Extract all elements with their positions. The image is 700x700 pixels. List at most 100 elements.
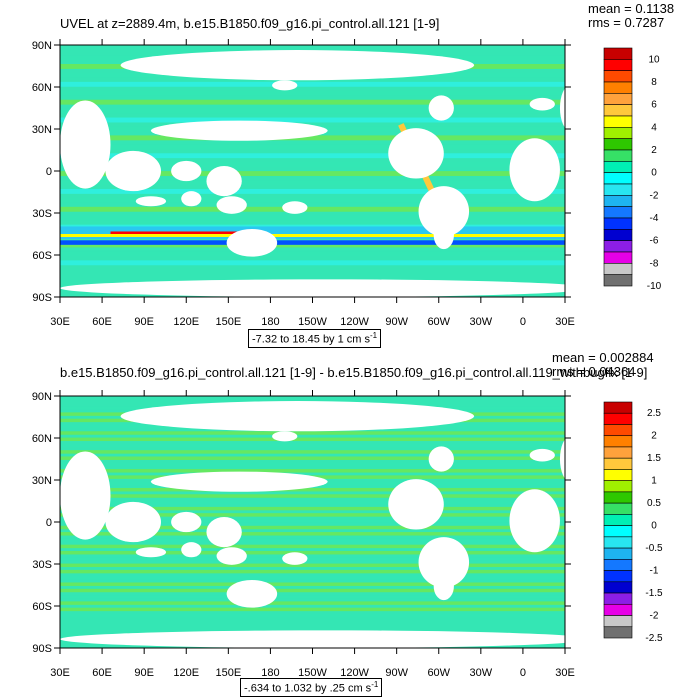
field-band xyxy=(60,215,565,221)
colorbar-label: -2 xyxy=(650,611,659,622)
colorbar-box xyxy=(603,47,633,60)
colorbar-box xyxy=(603,536,633,549)
x-tick-label: 150W xyxy=(298,667,327,679)
mean-value: mean = 0.1138 xyxy=(588,1,675,16)
range-label: -.634 to 1.032 by .25 cm s-1 xyxy=(240,678,383,697)
field-band xyxy=(60,117,565,123)
acc-band xyxy=(60,240,565,245)
x-tick-label: 60W xyxy=(427,667,450,679)
land-mass xyxy=(559,439,565,479)
land-mass xyxy=(428,95,454,121)
colorbar-label: 8 xyxy=(651,77,657,88)
colorbar-2: 2.5 2 1.5 1 0.5 0 -0.5 -1 -1.5 -2 -2.5 xyxy=(603,401,663,644)
colorbar-box xyxy=(603,195,633,207)
colorbar-box xyxy=(603,581,633,594)
colorbar-box xyxy=(603,81,633,94)
colorbar-label: 0 xyxy=(651,168,657,179)
field-band xyxy=(60,206,565,212)
chart-title: UVEL at z=2889.4m, b.e15.B1850.f09_g16.p… xyxy=(60,16,440,31)
land-mass xyxy=(559,88,565,128)
land-mass xyxy=(509,489,560,553)
field-band xyxy=(60,525,565,530)
colorbar-box xyxy=(603,559,633,571)
x-tick-label: 30E xyxy=(555,667,575,679)
land-mass xyxy=(60,100,111,189)
colorbar-box xyxy=(603,172,633,185)
y-tick-label: 30S xyxy=(32,208,52,220)
land-mass xyxy=(272,80,298,91)
land-mass xyxy=(428,446,454,472)
x-tick-label: 150E xyxy=(215,316,241,328)
field-band xyxy=(60,613,565,618)
land-mass xyxy=(171,160,202,182)
field-band xyxy=(60,544,565,549)
x-tick-label: 60E xyxy=(92,316,112,328)
field-band xyxy=(60,582,565,586)
x-tick-label: 0 xyxy=(520,316,526,328)
field-band xyxy=(60,450,565,454)
field-band xyxy=(60,153,565,159)
colorbar-box xyxy=(603,149,633,162)
y-tick-label: 90S xyxy=(32,643,52,655)
land-mass xyxy=(216,196,247,214)
map-field-1 xyxy=(60,45,565,297)
colorbar-box xyxy=(603,93,633,105)
field-band xyxy=(60,456,565,460)
y-tick-label: 60N xyxy=(32,433,52,445)
field-band xyxy=(60,469,565,473)
colorbar-label: 2 xyxy=(651,145,657,156)
colorbar-label: 10 xyxy=(648,54,660,65)
field-band xyxy=(60,443,565,448)
field-band xyxy=(60,197,565,203)
colorbar-label: 0 xyxy=(651,521,657,532)
x-tick-label: 0 xyxy=(520,667,526,679)
land-mass xyxy=(206,165,242,197)
field-band xyxy=(60,487,565,492)
x-tick-label: 120W xyxy=(340,667,369,679)
land-mass xyxy=(120,401,475,432)
x-tick-label: 90E xyxy=(134,667,154,679)
field-band xyxy=(60,595,565,599)
y-tick-label: 0 xyxy=(46,517,52,529)
field-band xyxy=(60,557,565,561)
range-exponent: -1 xyxy=(371,680,379,689)
y-tick-label: 0 xyxy=(46,166,52,178)
field-band xyxy=(60,188,565,194)
colorbar-box xyxy=(603,70,633,83)
colorbar-box xyxy=(603,412,633,425)
land-mass xyxy=(135,547,167,558)
map-panel-1: 90N 60N 30N 0 30S 60S 90S 30E 60E 90E 120E 150E 180 1… xyxy=(32,1,675,348)
colorbar-label: -0.5 xyxy=(645,543,663,554)
x-tick-label: 150W xyxy=(298,316,327,328)
colorbar-box xyxy=(603,263,633,275)
x-tick-label: 30E xyxy=(50,667,70,679)
colorbar-label: 2 xyxy=(651,431,657,442)
colorbar-box xyxy=(603,570,633,583)
map-field-2 xyxy=(60,396,565,648)
map-plot-2: 90N 60N 30N 0 30S 60S 90S 30E 60E 90E 120E 150E 180 1… xyxy=(32,390,663,679)
colorbar-box xyxy=(603,251,633,264)
land-mass xyxy=(60,630,565,648)
y-tick-label: 90N xyxy=(32,391,52,403)
colorbar-label: -6 xyxy=(650,236,659,247)
field-band xyxy=(60,135,565,141)
colorbar-box xyxy=(603,161,633,173)
land-mass xyxy=(105,150,161,192)
colorbar-box xyxy=(603,469,633,481)
colorbar-label: -8 xyxy=(650,258,659,269)
field-band xyxy=(60,171,565,177)
x-tick-label: 120E xyxy=(173,316,199,328)
y-tick-label: 90S xyxy=(32,292,52,304)
land-mass xyxy=(181,191,202,207)
colorbar-box xyxy=(603,603,633,616)
colorbar-box xyxy=(603,615,633,628)
land-mass xyxy=(433,572,454,601)
field-band xyxy=(60,437,565,442)
field-band xyxy=(60,500,565,505)
colorbar-box xyxy=(603,401,633,414)
colorbar-label: 4 xyxy=(651,122,657,133)
colorbar-label: 1.5 xyxy=(647,453,661,464)
land-mass xyxy=(105,501,161,543)
colorbar-label: 2.5 xyxy=(647,408,661,419)
colorbar-box xyxy=(603,229,633,241)
